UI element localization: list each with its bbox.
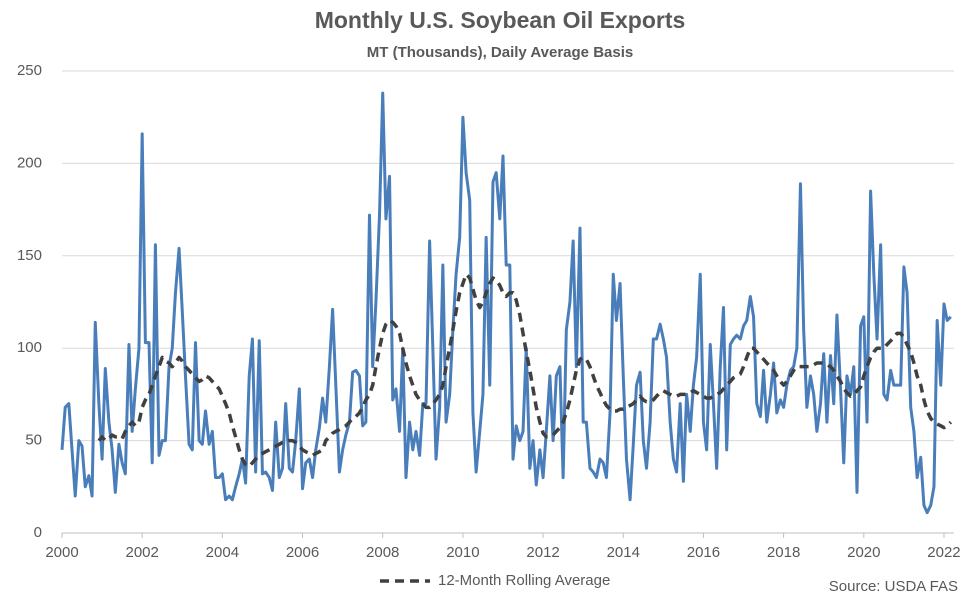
- chart-subtitle: MT (Thousands), Daily Average Basis: [367, 44, 633, 61]
- x-tick-label: 2000: [45, 544, 78, 561]
- x-tick-label: 2016: [687, 544, 720, 561]
- y-tick-label: 150: [17, 247, 42, 264]
- x-tick-label: 2004: [206, 544, 239, 561]
- y-tick-label: 100: [17, 339, 42, 356]
- x-tick-label: 2006: [286, 544, 319, 561]
- y-tick-label: 200: [17, 154, 42, 171]
- x-tick-label: 2020: [847, 544, 880, 561]
- x-tick-label: 2010: [446, 544, 479, 561]
- legend-label: 12-Month Rolling Average: [438, 572, 610, 589]
- x-tick-label: 2018: [767, 544, 800, 561]
- x-tick-label: 2012: [526, 544, 559, 561]
- y-tick-label: 50: [25, 432, 42, 449]
- x-tick-label: 2002: [125, 544, 158, 561]
- y-tick-label: 0: [34, 524, 42, 541]
- x-tick-label: 2008: [366, 544, 399, 561]
- series-line: [97, 272, 953, 469]
- series-line: [60, 91, 952, 515]
- x-tick-label: 2014: [607, 544, 640, 561]
- source-note: Source: USDA FAS: [829, 578, 958, 595]
- y-tick-label: 250: [17, 62, 42, 79]
- chart-title: Monthly U.S. Soybean Oil Exports: [315, 7, 686, 33]
- x-tick-label: 2022: [927, 544, 960, 561]
